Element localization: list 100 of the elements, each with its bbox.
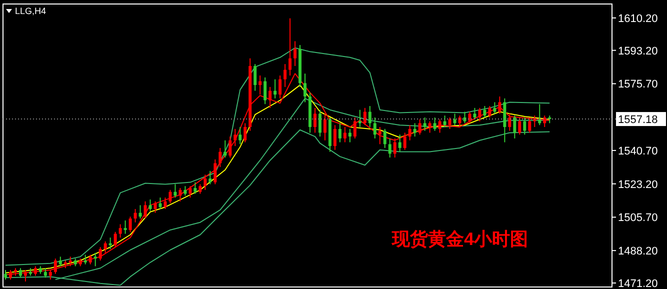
candlestick <box>288 18 292 76</box>
y-tick-label: 1488.20 <box>618 246 658 258</box>
candlestick <box>363 107 366 126</box>
candlestick <box>453 113 456 126</box>
candlestick <box>184 186 187 196</box>
y-tick-label: 1523.20 <box>618 178 658 191</box>
candlestick <box>468 111 472 124</box>
candlestick <box>498 96 502 114</box>
candlestick <box>493 102 496 114</box>
candlestick <box>353 116 356 139</box>
candlestick <box>488 106 492 118</box>
candlestick <box>463 111 466 124</box>
candlestick <box>268 86 272 108</box>
candlestick <box>148 198 152 212</box>
candlestick <box>264 76 267 105</box>
candlestick <box>168 189 172 204</box>
candlestick <box>343 126 346 143</box>
candlestick <box>134 208 137 223</box>
candlestick <box>443 115 446 128</box>
candlestick <box>238 126 242 145</box>
candlestick <box>508 113 512 132</box>
y-tick-label: 1471.20 <box>618 278 658 289</box>
candlestick <box>198 184 202 194</box>
candlestick <box>158 197 162 210</box>
candlestick <box>208 170 212 185</box>
candlestick <box>228 136 232 158</box>
ref-line-label: 1557.18 <box>618 114 658 126</box>
candlestick <box>413 122 416 138</box>
candlestick <box>144 200 147 220</box>
candlestick <box>214 158 217 185</box>
candlestick <box>448 116 452 130</box>
candlestick <box>408 124 412 141</box>
candlestick <box>483 106 486 118</box>
candlestick <box>194 182 197 194</box>
candlestick <box>438 118 442 134</box>
candlestick <box>58 256 62 267</box>
candlestick <box>533 115 536 128</box>
candlestick <box>88 254 92 265</box>
candlestick <box>318 109 322 138</box>
candlestick <box>543 115 546 128</box>
candlestick <box>204 174 207 190</box>
candlestick <box>294 40 297 66</box>
candlestick <box>84 254 87 265</box>
candlestick <box>154 200 157 214</box>
candlestick <box>304 73 307 103</box>
candlestick <box>284 64 287 88</box>
candlestick <box>368 106 372 128</box>
candlestick <box>373 116 376 139</box>
candlestick <box>114 231 117 248</box>
annotation: 现货黄金4小时图 <box>390 229 528 249</box>
candlestick <box>188 186 192 198</box>
candlestick <box>478 107 482 122</box>
candlestick <box>218 147 222 168</box>
candlestick <box>174 184 177 198</box>
candlestick <box>313 107 316 134</box>
candlestick <box>94 252 97 267</box>
candlestick <box>338 122 342 143</box>
candlestick <box>523 116 526 136</box>
line-series <box>5 47 550 266</box>
candlestick <box>138 204 142 220</box>
candlestick <box>323 113 326 141</box>
candlestick <box>44 268 47 278</box>
candlestick <box>433 116 436 132</box>
candlestick <box>418 118 422 136</box>
candlestick <box>348 128 352 143</box>
candlestick <box>178 188 182 202</box>
candlestick <box>333 124 336 150</box>
candlestick <box>528 116 532 134</box>
candlestick <box>18 268 22 278</box>
candlestick <box>164 197 167 210</box>
candlestick <box>254 64 257 92</box>
candlestick <box>128 216 132 232</box>
candlestick <box>388 138 392 158</box>
candlestick <box>124 220 127 234</box>
candlestick <box>383 128 386 148</box>
y-tick-label: 1540.70 <box>618 145 658 158</box>
y-tick-label: 1610.20 <box>618 12 658 25</box>
candlestick <box>393 138 396 158</box>
candlestick <box>378 126 382 145</box>
candlestick <box>224 140 227 158</box>
candlestick <box>423 116 426 132</box>
candlestick <box>104 240 107 254</box>
candlestick <box>403 132 406 150</box>
candlestick <box>518 116 522 136</box>
candlestick <box>4 270 7 280</box>
candlestick <box>244 122 247 143</box>
candlestick <box>234 128 237 147</box>
candlestick <box>68 256 72 267</box>
candlestick <box>98 246 102 261</box>
candlestick <box>473 107 476 120</box>
candlestick <box>538 104 542 126</box>
chart-title: LLG,H4 <box>15 6 46 16</box>
y-tick-label: 1575.70 <box>618 78 658 91</box>
candlestick <box>458 115 462 128</box>
y-tick-label: 1593.20 <box>618 45 658 58</box>
candlestick <box>118 224 122 238</box>
candlestick <box>513 115 516 139</box>
y-tick-label: 1505.70 <box>618 212 658 224</box>
candlestick <box>398 134 402 152</box>
candlestick <box>274 78 277 99</box>
